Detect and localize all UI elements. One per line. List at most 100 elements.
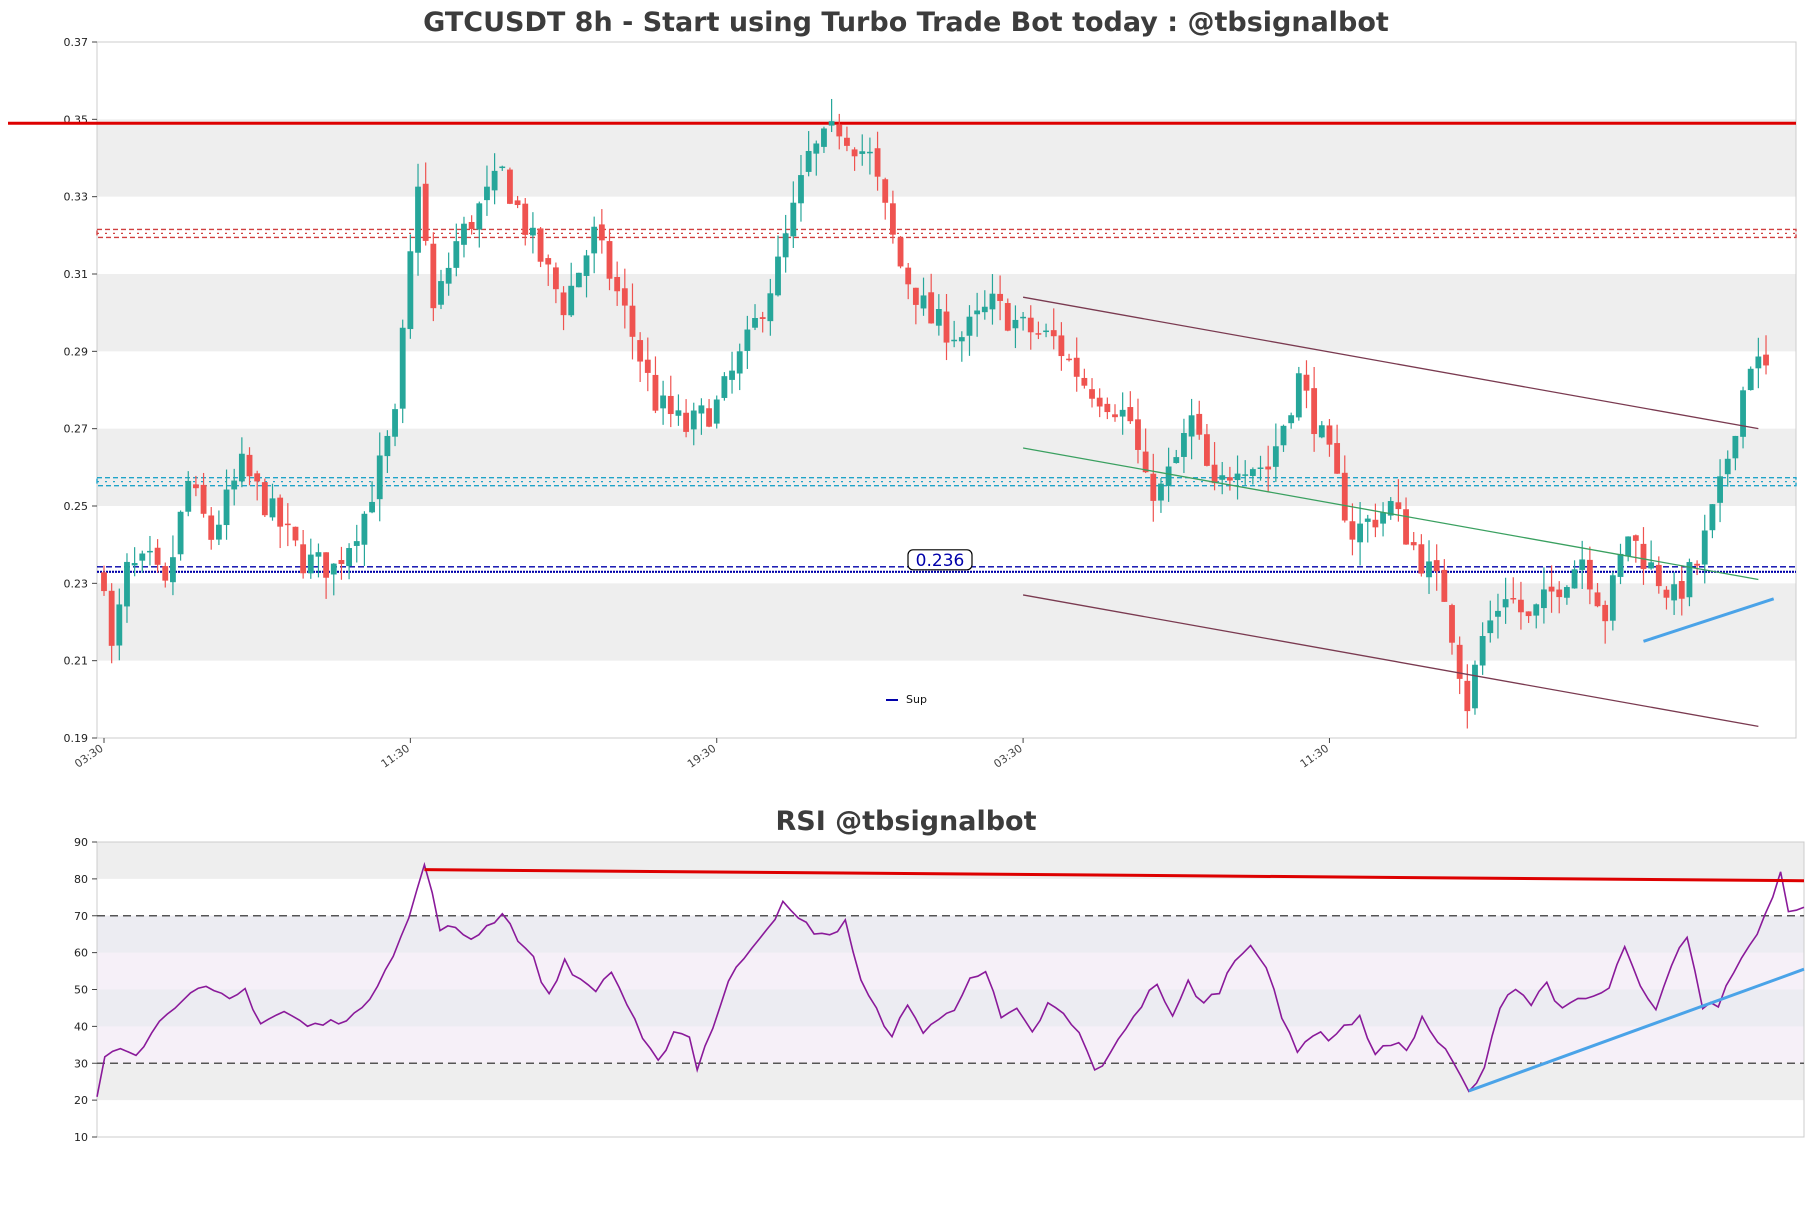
candle-body-down [300, 544, 307, 574]
candle-body-up [1617, 553, 1624, 577]
rsi-band [97, 1063, 1804, 1101]
candle-body-down [1135, 419, 1141, 450]
candle-body-up [529, 227, 536, 236]
candle-body-up [1272, 446, 1279, 467]
candle-body-down [1058, 335, 1065, 357]
candle-body-up [1740, 390, 1746, 437]
candle-body-up [1563, 587, 1570, 598]
candle-body-up [415, 186, 421, 253]
candle-body-up [1502, 599, 1509, 608]
candle-body-up [1219, 475, 1226, 480]
price-x-tick-label: 19:30 [685, 742, 718, 771]
candle-body-down [1525, 611, 1532, 617]
candle-body-up [859, 151, 866, 154]
candle-body-up [966, 316, 973, 336]
candle-body-down [200, 484, 207, 514]
candle-body-down [1112, 414, 1118, 418]
candle-body-up [866, 151, 873, 154]
candle-body-up [790, 202, 797, 237]
candle-body-down [667, 395, 674, 415]
candle-body-down [1150, 473, 1157, 501]
price-y-tick-label: 0.25 [64, 500, 89, 513]
channel-bottom-trendline [1022, 594, 1759, 728]
candle-body-down [1004, 303, 1011, 331]
candle-body-up [484, 186, 490, 201]
candle-body-down [261, 482, 268, 516]
price-x-tick-label: 03:30 [991, 742, 1024, 771]
candle-body-down [851, 149, 858, 157]
candle-body-up [1357, 523, 1364, 543]
candle-body-down [1334, 443, 1341, 474]
price-plot-frame [96, 41, 1797, 739]
candle-body-down [284, 523, 291, 526]
blue-support-trendline [1643, 597, 1775, 643]
candle-body-up [1724, 458, 1731, 475]
rsi-band [97, 989, 1804, 1027]
candle-body-up [346, 548, 353, 567]
candle-body-down [1694, 563, 1701, 566]
price-y-tick-label: 0.21 [64, 655, 89, 668]
candle-body-up [1380, 512, 1386, 524]
candle-body-up [445, 267, 452, 284]
candle-body-up [1181, 433, 1187, 457]
candle-body-up [713, 399, 720, 424]
candle-body-up [139, 553, 146, 561]
price-band [97, 119, 1796, 197]
candle-body-down [277, 497, 284, 527]
candle-body-up [1020, 316, 1027, 319]
rsi-y-tick-label: 30 [74, 1057, 88, 1070]
candle-body-up [1165, 466, 1172, 487]
rsi-band [97, 915, 1804, 953]
candle-body-down [1203, 434, 1210, 466]
candle-body-down [192, 484, 199, 489]
candle-body-up [315, 552, 322, 557]
candle-body-down [338, 560, 345, 564]
candle-body-down [652, 374, 659, 411]
candle-body-down [1104, 403, 1111, 413]
candle-body-up [1280, 425, 1287, 446]
candle-body-up [1686, 562, 1693, 598]
candle-body-up [177, 511, 184, 555]
candle-body-up [499, 166, 506, 169]
candle-body-down [598, 224, 605, 241]
candle-body-up [369, 501, 375, 513]
candle-body-up [1747, 368, 1754, 391]
rsi-y-tick-label: 60 [74, 947, 88, 960]
candle-body-up [399, 327, 406, 409]
candle-body-up [1533, 604, 1540, 616]
candle-body-down [323, 552, 330, 578]
candle-body-up [1472, 664, 1478, 709]
candle-body-down [468, 221, 475, 230]
price-y-tick-label: 0.19 [64, 732, 89, 745]
candle-body-up [958, 337, 965, 342]
candle-body-up [1625, 536, 1632, 557]
candle-body-up [407, 251, 414, 330]
candle-body-up [1234, 473, 1241, 481]
candle-body-down [1456, 644, 1463, 679]
candle-body-down [208, 515, 215, 540]
candle-body-down [1073, 357, 1080, 377]
candle-body-up [1579, 559, 1586, 570]
price-y-tick-label: 0.37 [64, 36, 89, 49]
rsi-support-trendline [1468, 967, 1805, 1093]
price-x-tick-label: 11:30 [379, 742, 412, 771]
fib-level-label: 0.236 [916, 551, 965, 571]
candle-body-down [1632, 535, 1639, 541]
candle-body-down [874, 148, 881, 177]
candle-body-up [935, 309, 942, 326]
candle-body-up [1487, 620, 1494, 634]
candle-body-down [1372, 519, 1379, 528]
candle-body-up [752, 318, 758, 328]
candle-body-down [912, 287, 919, 305]
candle-body-down [1089, 389, 1095, 399]
candle-body-down [1510, 598, 1517, 600]
candle-body-up [767, 293, 774, 322]
green-trend-trendline [1022, 447, 1759, 581]
candle-body-up [223, 489, 230, 526]
candle-body-up [1295, 373, 1302, 418]
candle-body-up [438, 281, 444, 305]
candle-body-down [1395, 502, 1402, 510]
candle-body-down [1142, 451, 1149, 473]
candle-body-up [116, 604, 123, 646]
